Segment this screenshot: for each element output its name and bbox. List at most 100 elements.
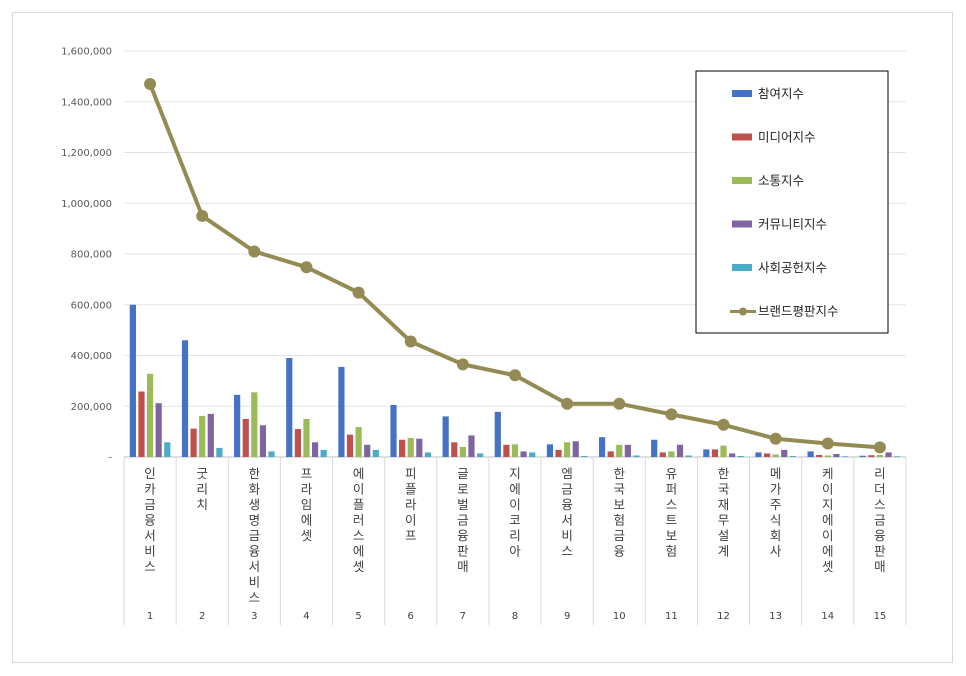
line-point-8 bbox=[509, 369, 521, 382]
y-tick-label: 400,000 bbox=[71, 351, 112, 362]
bar-15-사회공헌지수 bbox=[894, 456, 901, 457]
bar-9-미디어지수 bbox=[555, 449, 562, 457]
category-label-char: 비 bbox=[249, 575, 261, 590]
bar-10-사회공헌지수 bbox=[633, 455, 640, 457]
bar-8-커뮤니티지수 bbox=[520, 451, 527, 457]
bar-7-미디어지수 bbox=[451, 442, 458, 457]
bar-6-소통지수 bbox=[407, 437, 414, 457]
bar-6-미디어지수 bbox=[399, 439, 406, 457]
line-point-1 bbox=[144, 77, 157, 90]
bar-1-미디어지수 bbox=[138, 391, 145, 457]
category-label-char: 판 bbox=[457, 544, 469, 559]
category-label-char: 융 bbox=[874, 528, 886, 543]
category-label-char: 스 bbox=[249, 590, 261, 605]
category-label-char: 서 bbox=[249, 559, 261, 574]
line-point-10 bbox=[613, 397, 626, 410]
category-label-char: 지 bbox=[822, 497, 834, 512]
category-label-char: 스 bbox=[353, 528, 365, 543]
bar-8-사회공헌지수 bbox=[529, 452, 536, 457]
category-label-char: 금 bbox=[561, 482, 573, 497]
category-label-char: 한 bbox=[249, 466, 261, 481]
category-label-char: 융 bbox=[614, 544, 626, 559]
category-label-char: 에 bbox=[301, 513, 313, 528]
bar-1-참여지수 bbox=[129, 304, 136, 457]
category-label-char: 융 bbox=[144, 513, 156, 528]
category-label-char: 금 bbox=[457, 513, 469, 528]
bar-11-미디어지수 bbox=[659, 452, 666, 457]
bar-3-사회공헌지수 bbox=[268, 451, 275, 457]
bar-9-커뮤니티지수 bbox=[572, 441, 579, 457]
y-tick-label: 1,200,000 bbox=[61, 148, 112, 159]
y-tick-label: 600,000 bbox=[71, 300, 112, 311]
line-point-6 bbox=[404, 335, 417, 348]
bar-10-소통지수 bbox=[616, 444, 623, 457]
bar-5-사회공헌지수 bbox=[372, 449, 379, 457]
bar-15-참여지수 bbox=[859, 455, 866, 457]
category-label-char: 금 bbox=[249, 528, 261, 543]
category-label-char: 벌 bbox=[457, 497, 469, 512]
category-label-char: 금 bbox=[614, 528, 626, 543]
category-label-char: 한 bbox=[718, 466, 730, 481]
category-label-char: 설 bbox=[718, 528, 730, 543]
category-label-char: 플 bbox=[353, 497, 365, 512]
category-label-char: 리 bbox=[196, 482, 208, 497]
category-label-char: 피 bbox=[405, 466, 417, 481]
legend-label: 참여지수 bbox=[758, 86, 804, 101]
bar-15-소통지수 bbox=[876, 454, 884, 457]
bar-6-커뮤니티지수 bbox=[416, 438, 423, 457]
category-number: 6 bbox=[408, 611, 414, 622]
legend-label: 미디어지수 bbox=[758, 130, 816, 145]
bar-14-사회공헌지수 bbox=[841, 456, 849, 457]
category-label-char: 화 bbox=[249, 482, 261, 497]
y-tick-label: 800,000 bbox=[71, 250, 112, 261]
category-label-char: 판 bbox=[874, 544, 886, 559]
category-label-char: 보 bbox=[666, 528, 678, 543]
category-label-char: 이 bbox=[509, 497, 521, 512]
category-label-char: 생 bbox=[249, 497, 261, 512]
category-label-char: 스 bbox=[561, 544, 573, 559]
category-label-char: 융 bbox=[249, 544, 261, 559]
category-label-char: 한 bbox=[614, 466, 626, 481]
bar-9-사회공헌지수 bbox=[581, 455, 588, 457]
category-label-char: 치 bbox=[196, 497, 208, 512]
category-label-char: 퍼 bbox=[666, 482, 678, 497]
bar-12-참여지수 bbox=[703, 449, 710, 457]
category-number: 3 bbox=[251, 611, 257, 622]
bar-12-사회공헌지수 bbox=[737, 455, 744, 457]
category-label-char: 보 bbox=[614, 497, 626, 512]
category-label-char: 가 bbox=[770, 482, 782, 497]
bar-4-소통지수 bbox=[303, 418, 310, 457]
y-tick-label: - bbox=[108, 453, 112, 464]
category-label-char: 로 bbox=[457, 482, 469, 497]
bar-12-커뮤니티지수 bbox=[729, 453, 736, 457]
category-label-char: 임 bbox=[301, 497, 313, 512]
line-point-13 bbox=[769, 432, 782, 445]
bar-11-참여지수 bbox=[651, 439, 658, 457]
category-label-char: 험 bbox=[666, 544, 678, 559]
category-label-char: 주 bbox=[770, 497, 782, 512]
category-label-char: 사 bbox=[770, 544, 782, 559]
bar-2-사회공헌지수 bbox=[216, 447, 223, 457]
y-tick-label: 1,600,000 bbox=[61, 47, 112, 58]
category-label-char: 리 bbox=[874, 466, 886, 481]
legend-box bbox=[695, 70, 889, 334]
bar-8-참여지수 bbox=[494, 411, 501, 457]
category-label-char: 글 bbox=[457, 466, 469, 481]
category-label-char: 국 bbox=[718, 482, 730, 497]
line-point-4 bbox=[300, 261, 313, 274]
category-label-char: 지 bbox=[509, 466, 521, 481]
category-label-char: 에 bbox=[353, 544, 365, 559]
category-label-char: 무 bbox=[718, 513, 730, 528]
bar-4-미디어지수 bbox=[294, 429, 301, 457]
bar-2-참여지수 bbox=[181, 340, 189, 457]
category-label-char: 리 bbox=[509, 528, 521, 543]
category-label-char: 에 bbox=[353, 466, 365, 481]
bar-11-사회공헌지수 bbox=[685, 455, 692, 457]
category-label-char: 이 bbox=[822, 482, 834, 497]
category-label-char: 이 bbox=[353, 482, 365, 497]
category-label-char: 메 bbox=[770, 466, 782, 481]
bar-5-참여지수 bbox=[338, 366, 345, 457]
category-label-char: 서 bbox=[561, 513, 573, 528]
line-point-3 bbox=[248, 245, 261, 258]
category-label-char: 서 bbox=[144, 528, 156, 543]
